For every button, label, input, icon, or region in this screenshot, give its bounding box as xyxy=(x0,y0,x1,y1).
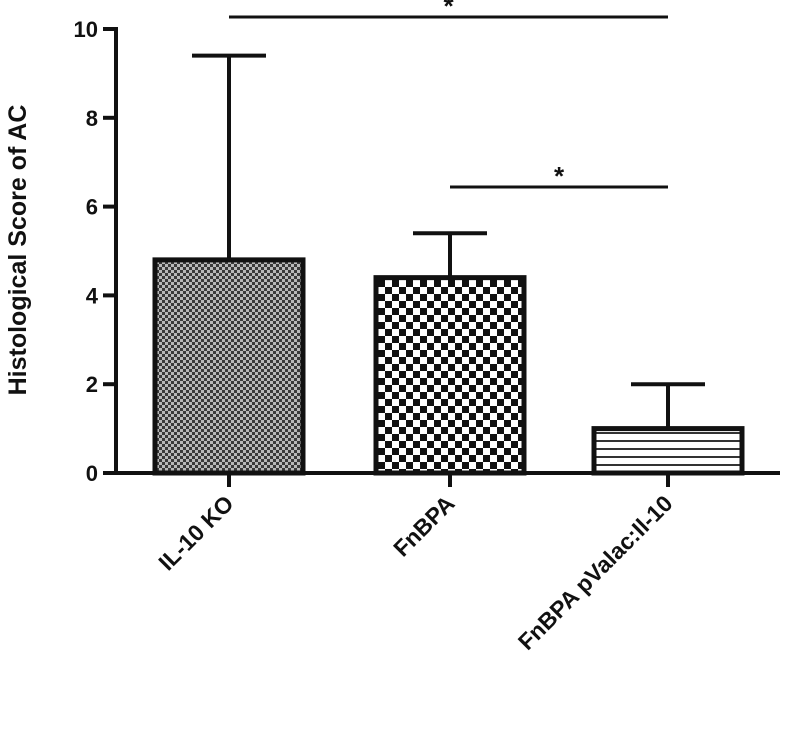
x-tick-label: IL-10 KO xyxy=(153,490,238,575)
bar xyxy=(152,257,306,476)
y-tick-label: 6 xyxy=(86,195,98,220)
y-tick-label: 0 xyxy=(86,461,98,486)
significance-star: * xyxy=(443,0,454,21)
bar xyxy=(591,426,745,476)
y-tick-label: 8 xyxy=(86,106,98,131)
bars xyxy=(152,53,745,476)
y-tick-label: 4 xyxy=(86,283,99,308)
y-tick-label: 2 xyxy=(86,372,98,397)
significance-star: * xyxy=(554,161,565,191)
bar xyxy=(373,275,527,476)
x-tick-label: FnBPA xyxy=(388,490,459,561)
y-axis: 0 2 4 6 8 10 xyxy=(74,17,118,486)
y-axis-label: Histological Score of AC xyxy=(4,105,32,396)
y-tick-label: 10 xyxy=(74,17,98,42)
x-tick-label: FnBPA pValac:Il-10 xyxy=(513,490,678,655)
significance-markers: ** xyxy=(229,0,668,191)
x-axis: IL-10 KO FnBPA FnBPA pValac:Il-10 xyxy=(116,471,780,655)
